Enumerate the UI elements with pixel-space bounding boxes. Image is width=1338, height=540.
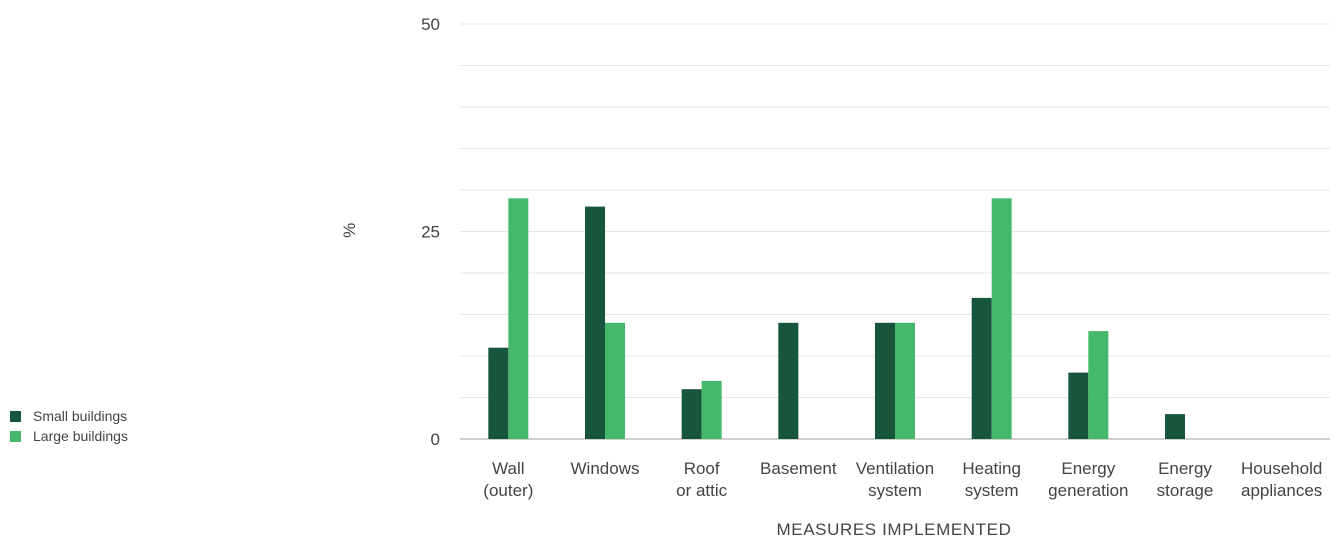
y-axis-title: % <box>340 222 359 238</box>
bar-large-2 <box>701 380 722 439</box>
bar-small-3 <box>778 322 799 439</box>
bar-small-0 <box>488 347 509 439</box>
bar-small-5 <box>971 297 992 439</box>
bar-large-5 <box>991 198 1012 439</box>
x-category-labels: Wall (outer) Windows Roof or attic Basement Ve… <box>483 459 1322 500</box>
bar-small-4 <box>875 322 895 439</box>
bar-small-6 <box>1068 372 1089 439</box>
legend-item-small-buildings: Small buildings <box>10 406 128 426</box>
y-tick-labels: 0 25 50 <box>421 15 440 449</box>
bar-small-7 <box>1165 414 1185 439</box>
x-category-label: Windows <box>571 459 640 478</box>
legend-swatch-small <box>10 410 21 422</box>
legend-label-small: Small buildings <box>33 408 128 424</box>
bar-small-1 <box>585 206 605 439</box>
x-category-label: Energy storage <box>1157 459 1214 500</box>
bar-large-0 <box>508 198 529 439</box>
bar-large-4 <box>895 322 915 439</box>
legend-label-large: Large buildings <box>33 428 128 444</box>
x-category-label: Energy generation <box>1048 459 1128 500</box>
legend-item-large-buildings: Large buildings <box>10 426 128 446</box>
x-axis-title: MEASURES IMPLEMENTED <box>777 520 1012 539</box>
x-category-label: Basement <box>760 459 837 478</box>
bar-small-2 <box>681 389 702 439</box>
bar-large-6 <box>1088 331 1109 439</box>
x-category-label: Household appliances <box>1241 459 1322 500</box>
legend: Small buildings Large buildings <box>10 406 128 446</box>
x-category-label: Roof or attic <box>676 459 728 500</box>
y-tick-label: 0 <box>431 430 440 449</box>
x-category-label: Wall (outer) <box>483 459 533 500</box>
bars <box>488 198 1185 439</box>
x-category-label: Ventilation system <box>856 459 934 500</box>
legend-swatch-large <box>10 430 21 442</box>
bar-large-1 <box>605 322 625 439</box>
y-tick-label: 25 <box>421 223 440 242</box>
x-category-label: Heating system <box>962 459 1021 500</box>
y-tick-label: 50 <box>421 15 440 34</box>
